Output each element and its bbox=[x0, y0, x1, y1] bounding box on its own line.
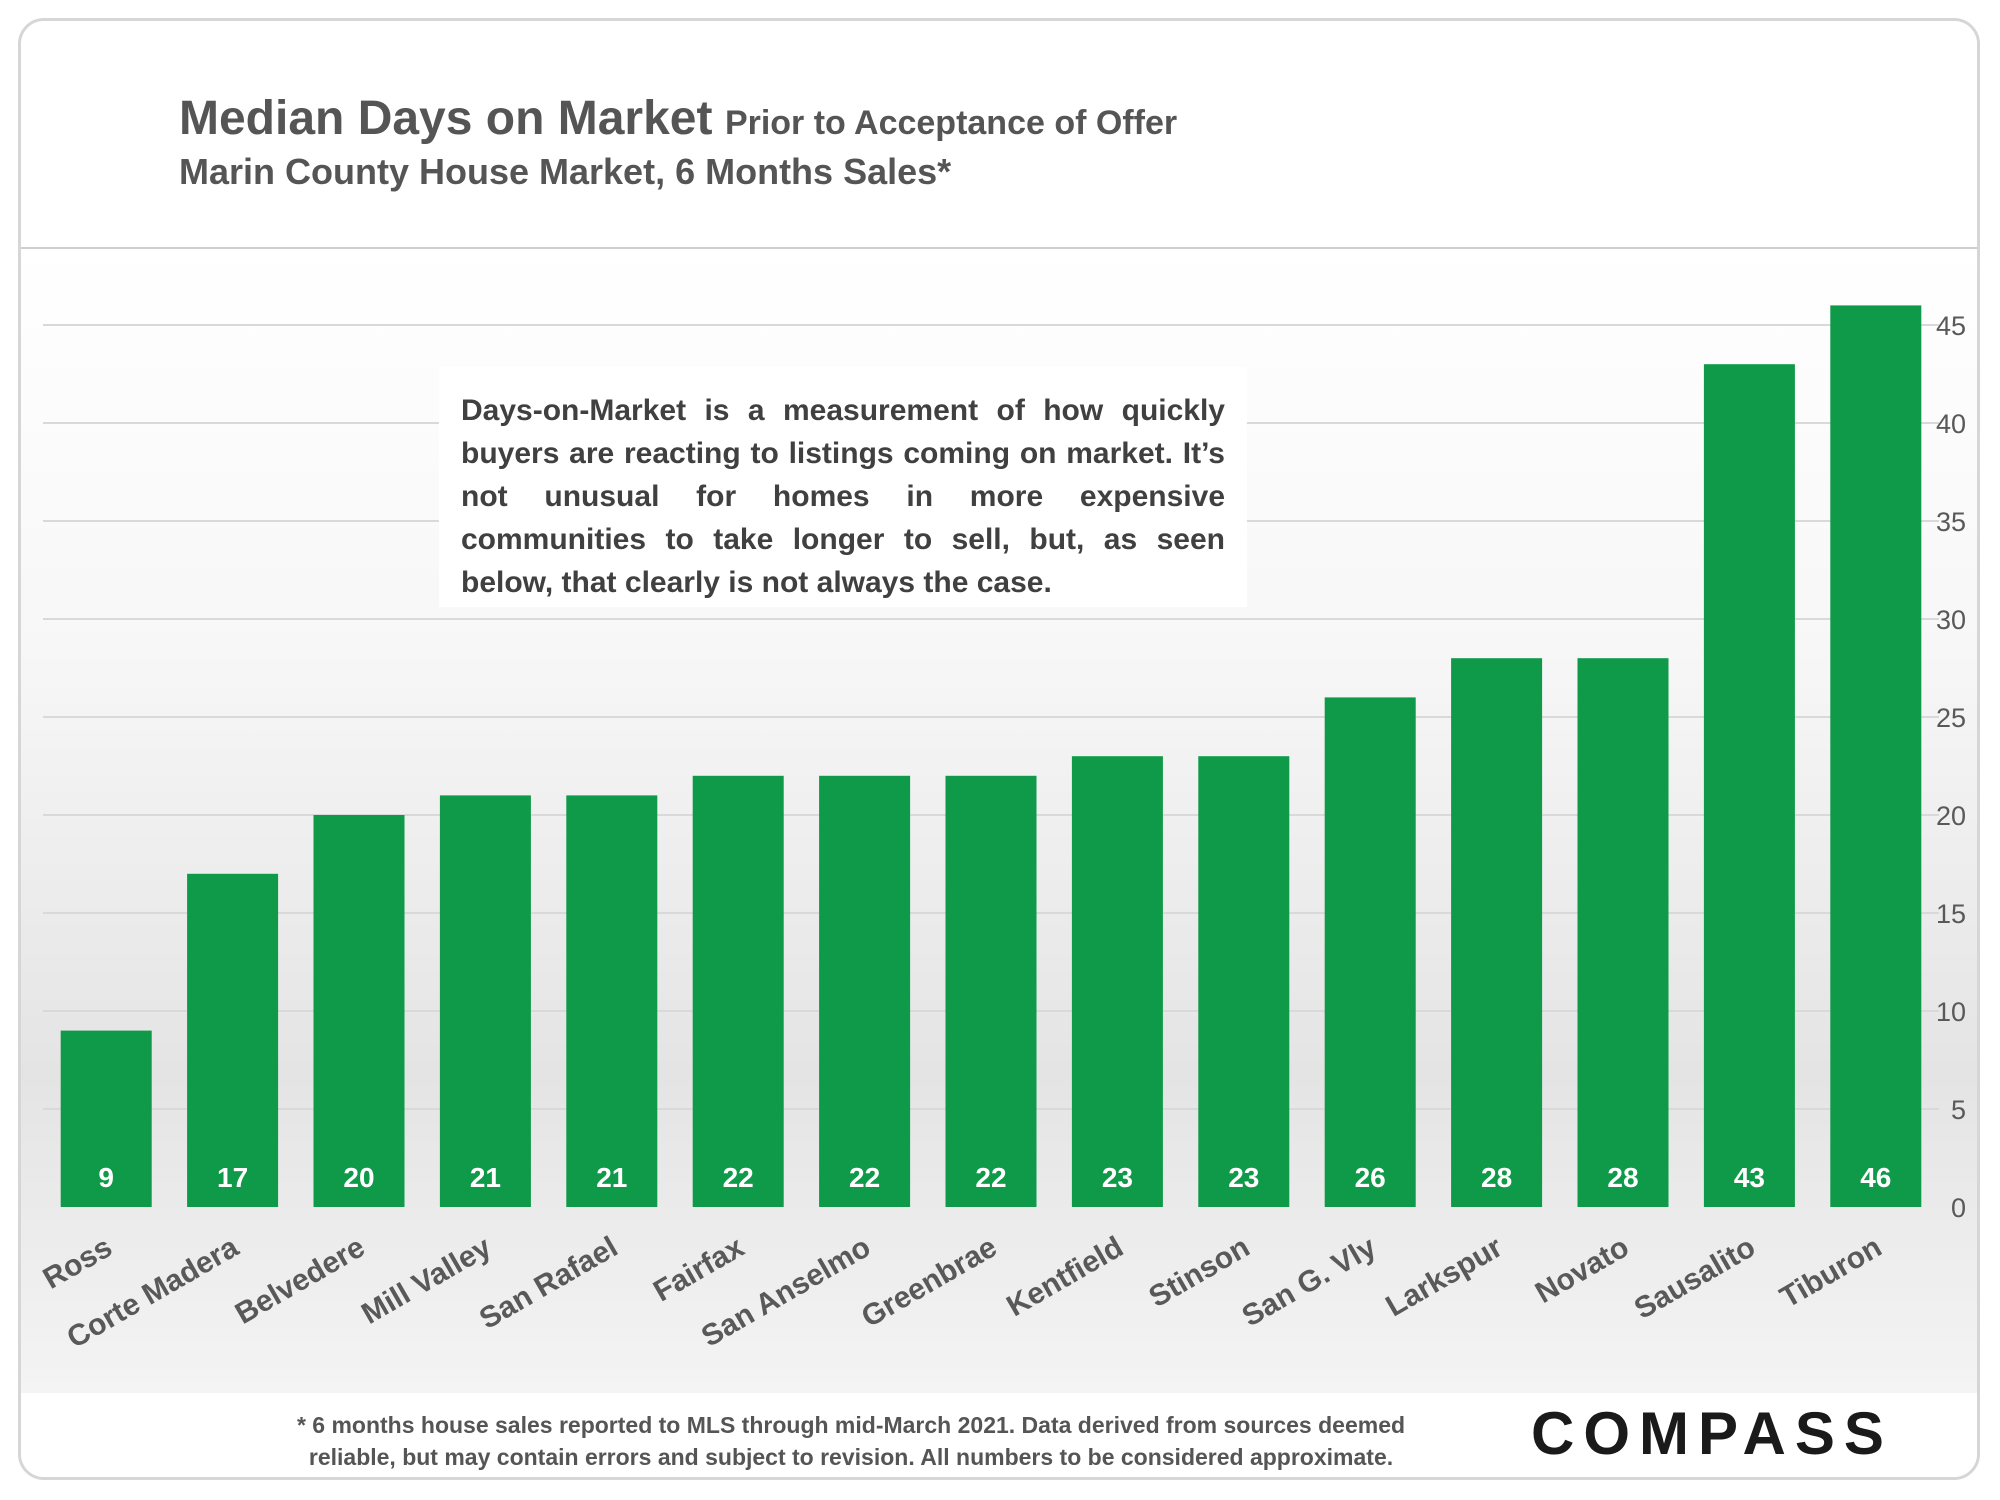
compass-logo: COMPASS bbox=[1531, 1400, 1893, 1467]
chart-title: Median Days on Market bbox=[179, 92, 713, 145]
plot-area: 0 5 10 15 20 25 30 35 40 45 9 Ross 17 Corte Madera 20 B… bbox=[21, 247, 1977, 1397]
bar bbox=[313, 815, 405, 1207]
title-line: Median Days on Market Prior to Acceptanc… bbox=[179, 91, 1177, 146]
bar bbox=[1703, 364, 1795, 1207]
callout-box: Days-on-Market is a measurement of how q… bbox=[439, 367, 1247, 607]
bar bbox=[60, 1030, 152, 1207]
footnote-line-2: reliable, but may contain errors and sub… bbox=[308, 1444, 1394, 1470]
bar bbox=[945, 775, 1037, 1207]
bar bbox=[1577, 658, 1669, 1207]
x-category-label: Sausalito bbox=[1629, 1230, 1761, 1325]
bar bbox=[566, 795, 658, 1207]
bar-value-label: 22 bbox=[723, 1162, 754, 1193]
bar bbox=[1198, 756, 1290, 1207]
bar-value-label: 46 bbox=[1860, 1162, 1891, 1193]
x-category-label: San Rafael bbox=[474, 1230, 623, 1335]
footnote-line-1: * 6 months house sales reported to MLS t… bbox=[296, 1412, 1406, 1438]
y-tick-label: 35 bbox=[1936, 507, 1966, 537]
x-category-label: Ross bbox=[38, 1230, 118, 1295]
chart-footer: * 6 months house sales reported to MLS t… bbox=[21, 1393, 1977, 1477]
footnote: * 6 months house sales reported to MLS t… bbox=[251, 1409, 1451, 1473]
y-tick-label: 20 bbox=[1936, 801, 1966, 831]
x-category-label: Fairfax bbox=[648, 1230, 750, 1308]
x-category-label: Stinson bbox=[1144, 1230, 1256, 1314]
chart-card: Median Days on Market Prior to Acceptanc… bbox=[18, 18, 1980, 1480]
bar-value-label: 21 bbox=[470, 1162, 501, 1193]
bar-value-label: 21 bbox=[596, 1162, 627, 1193]
x-category-label: San G. Vly bbox=[1237, 1230, 1382, 1333]
y-tick-label: 30 bbox=[1936, 605, 1966, 635]
chart-subtitle: Marin County House Market, 6 Months Sale… bbox=[179, 151, 952, 192]
bar bbox=[439, 795, 531, 1207]
x-category-label: Novato bbox=[1530, 1230, 1635, 1309]
bar-value-label: 26 bbox=[1355, 1162, 1386, 1193]
x-category-label: Tiburon bbox=[1775, 1230, 1888, 1314]
bar bbox=[692, 775, 784, 1207]
chart-title-suffix: Prior to Acceptance of Offer bbox=[724, 104, 1178, 142]
y-tick-label: 15 bbox=[1936, 899, 1966, 929]
x-category-label: Mill Valley bbox=[356, 1230, 497, 1330]
y-tick-label: 0 bbox=[1951, 1193, 1966, 1223]
chart-header: Median Days on Market Prior to Acceptanc… bbox=[21, 21, 1977, 247]
bar bbox=[187, 873, 279, 1207]
bar-value-label: 28 bbox=[1607, 1162, 1638, 1193]
bar-value-label: 17 bbox=[217, 1162, 248, 1193]
y-tick-label: 25 bbox=[1936, 703, 1966, 733]
bar bbox=[1324, 697, 1416, 1207]
bar-value-label: 23 bbox=[1102, 1162, 1133, 1193]
x-category-label: Belvedere bbox=[230, 1230, 371, 1330]
x-category-label: Kentfield bbox=[1001, 1230, 1129, 1323]
callout-text: Days-on-Market is a measurement of how q… bbox=[461, 394, 1225, 599]
bar bbox=[819, 775, 911, 1207]
bar bbox=[1071, 756, 1163, 1207]
x-category-label: Greenbrae bbox=[856, 1230, 1002, 1334]
x-category-label: Larkspur bbox=[1380, 1230, 1508, 1323]
y-tick-label: 45 bbox=[1936, 311, 1966, 341]
bar-value-label: 23 bbox=[1228, 1162, 1259, 1193]
bar-value-label: 22 bbox=[849, 1162, 880, 1193]
bar bbox=[1830, 305, 1922, 1207]
bar-value-label: 22 bbox=[975, 1162, 1006, 1193]
bar bbox=[1451, 658, 1543, 1207]
y-tick-label: 5 bbox=[1951, 1095, 1966, 1125]
bar-value-label: 43 bbox=[1734, 1162, 1765, 1193]
bar-value-label: 9 bbox=[98, 1162, 114, 1193]
y-tick-label: 10 bbox=[1936, 997, 1966, 1027]
bar-value-label: 28 bbox=[1481, 1162, 1512, 1193]
bar-value-label: 20 bbox=[343, 1162, 374, 1193]
y-tick-label: 40 bbox=[1936, 409, 1966, 439]
